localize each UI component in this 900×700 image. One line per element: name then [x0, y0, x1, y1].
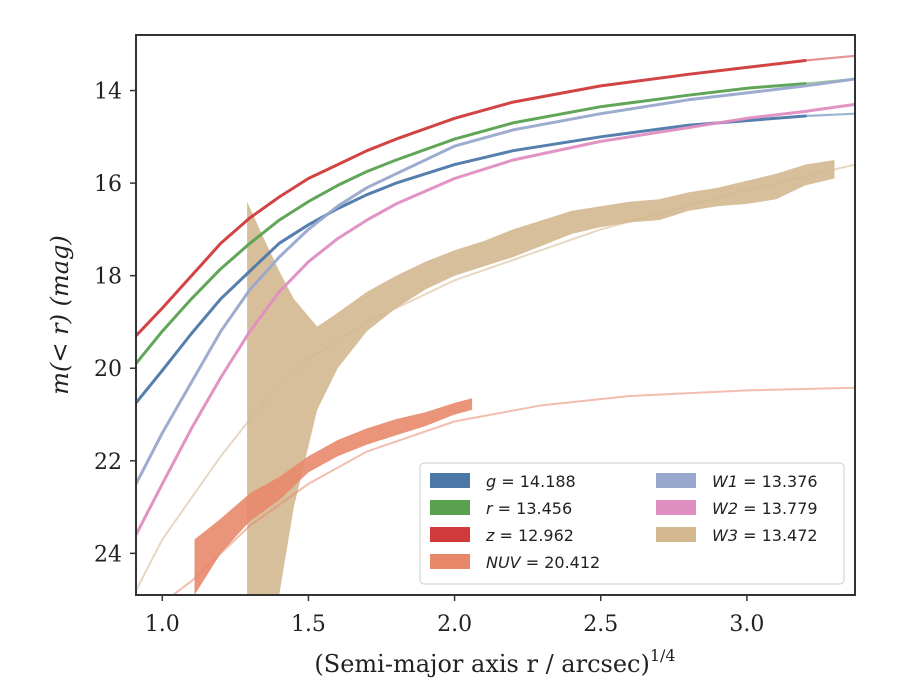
- z-curve: [136, 59, 807, 338]
- y-tick-label: 24: [94, 542, 122, 567]
- legend-label-r: r = 13.456: [486, 499, 572, 518]
- g-curve: [136, 114, 807, 405]
- legend-box: [419, 462, 845, 585]
- y-axis: 14 16 18 20 22 24: [94, 80, 136, 567]
- legend-label-w3: W3 = 13.472: [712, 526, 818, 545]
- nuv-model-line: [171, 386, 855, 595]
- w3-model-line: [136, 163, 855, 591]
- legend-label-w2: W2 = 13.779: [712, 499, 818, 518]
- legend-swatch-w3: [656, 527, 696, 542]
- x-tick-label: 3.0: [729, 612, 764, 637]
- x-axis-label: (Semi-major axis r / arcsec)1/4: [314, 646, 675, 678]
- legend-swatch-z: [430, 527, 470, 542]
- plot-frame: [135, 34, 856, 596]
- x-tick-label: 2.5: [583, 612, 618, 637]
- x-tick-label: 1.0: [145, 612, 180, 637]
- lines-layer: [136, 59, 855, 537]
- g-model-line: [805, 112, 855, 118]
- legend: g = 14.188 r = 13.456 z = 12.962 NUV = 20.4…: [419, 462, 845, 585]
- legend-swatch-nuv: [430, 554, 470, 569]
- x-tick-label: 1.5: [291, 612, 326, 637]
- y-tick-label: 22: [94, 450, 122, 475]
- y-axis-label: m(< r) (mag): [46, 235, 74, 394]
- y-tick-label: 14: [94, 80, 122, 105]
- z-model-line: [805, 54, 855, 62]
- legend-swatch-g: [430, 473, 470, 488]
- w2-curve: [136, 102, 855, 537]
- y-tick-label: 18: [94, 265, 122, 290]
- w1-curve: [136, 77, 855, 486]
- legend-label-g: g = 14.188: [486, 472, 576, 491]
- legend-label-nuv: NUV = 20.412: [486, 553, 600, 572]
- x-axis: 1.0 1.5 2.0 2.5 3.0: [145, 595, 764, 637]
- y-tick-label: 16: [94, 172, 122, 197]
- legend-label-w1: W1 = 13.376: [712, 472, 818, 491]
- bands-layer: [194, 160, 835, 595]
- legend-swatch-w2: [656, 500, 696, 515]
- legend-swatch-r: [430, 500, 470, 515]
- legend-swatch-w1: [656, 473, 696, 488]
- nuv-band: [194, 398, 473, 595]
- x-tick-label: 2.0: [437, 612, 472, 637]
- legend-label-z: z = 12.962: [485, 526, 574, 545]
- r-curve: [136, 82, 807, 366]
- y-tick-label: 20: [94, 357, 122, 382]
